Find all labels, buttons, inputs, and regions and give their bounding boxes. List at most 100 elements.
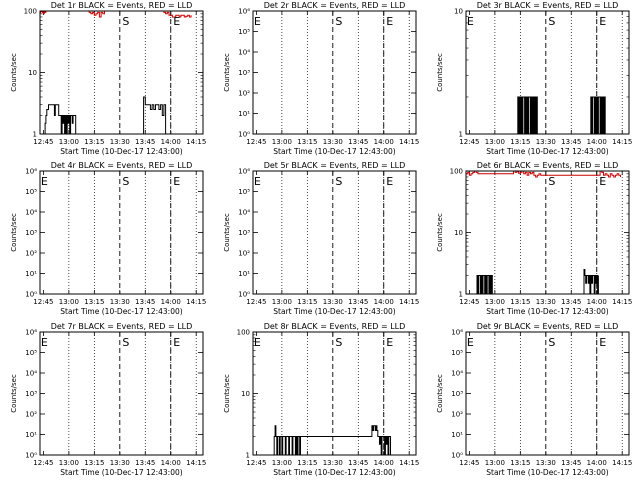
chart-panel-1: Det 1r BLACK = Events, RED = LLD Counts/s… [10, 1, 206, 156]
start-marker-S: S [548, 175, 555, 188]
x-tick-label: 13:00 [485, 298, 505, 306]
lld-series-line [40, 11, 192, 18]
x-tick-label: 14:15 [186, 298, 206, 306]
end-marker-E: E [386, 175, 393, 188]
y-tick-label: 10⁰ [25, 452, 37, 460]
y-tick-label: 10⁶ [238, 8, 250, 16]
y-tick-label: 10¹ [238, 110, 250, 118]
x-tick-label: 13:00 [59, 138, 79, 146]
x-tick-label: 13:15 [84, 298, 104, 306]
y-tick-label: 10⁵ [238, 188, 250, 196]
x-tick-label: 14:15 [612, 298, 632, 306]
y-tick-label: 10⁴ [238, 49, 250, 57]
x-tick-label: 13:30 [110, 138, 130, 146]
chart-panel-6: Det 6r BLACK = Events, RED = LLD Counts/s… [436, 161, 632, 316]
x-tick-label: 13:45 [348, 138, 368, 146]
x-tick-label: 13:15 [510, 459, 530, 467]
x-tick-label: 12:45 [33, 459, 53, 467]
x-axis-label: Start Time (10-Dec-17 12:43:00) [273, 307, 395, 316]
y-tick-label: 10³ [238, 229, 250, 237]
series-group [466, 171, 621, 294]
y-tick-label: 10⁰ [451, 452, 463, 460]
x-tick-label: 13:30 [536, 138, 556, 146]
chart-title: Det 2r BLACK = Events, RED = LLD [264, 1, 406, 10]
series-group [516, 96, 606, 134]
x-tick-label: 14:00 [587, 459, 607, 467]
chart-title: Det 7r BLACK = Events, RED = LLD [51, 322, 193, 331]
x-tick-label: 14:00 [587, 138, 607, 146]
x-tick-label: 14:15 [186, 138, 206, 146]
x-tick-label: 13:00 [59, 298, 79, 306]
chart-panel-7: Det 7r BLACK = Events, RED = LLD Counts/s… [10, 322, 206, 477]
x-axis-label: Start Time (10-Dec-17 12:43:00) [60, 307, 182, 316]
x-tick-label: 13:00 [272, 298, 292, 306]
x-tick-label: 14:15 [399, 459, 419, 467]
chart-title: Det 9r BLACK = Events, RED = LLD [477, 322, 619, 331]
lld-series-line [466, 171, 621, 178]
y-tick-label: 10⁶ [25, 168, 37, 176]
x-axis-label: Start Time (10-Dec-17 12:43:00) [60, 468, 182, 477]
y-axis-label: Counts/sec [223, 213, 231, 252]
y-tick-label: 10⁰ [238, 291, 250, 299]
y-tick-label: 1 [33, 131, 37, 139]
y-tick-label: 10³ [451, 390, 463, 398]
x-tick-label: 13:45 [561, 459, 581, 467]
x-axis-label: Start Time (10-Dec-17 12:43:00) [486, 468, 608, 477]
x-axis-label: Start Time (10-Dec-17 12:43:00) [486, 307, 608, 316]
y-tick-label: 10⁴ [238, 209, 250, 217]
end-marker-E: E [386, 336, 393, 349]
end-marker-E: E [599, 336, 606, 349]
y-axis-label: Counts/sec [10, 53, 18, 92]
y-tick-label: 100 [450, 168, 463, 176]
y-axis-label: Counts/sec [436, 213, 444, 252]
x-tick-label: 13:45 [348, 459, 368, 467]
y-tick-label: 10⁴ [25, 209, 37, 217]
y-tick-label: 10⁶ [238, 168, 250, 176]
x-tick-label: 13:30 [323, 298, 343, 306]
chart-panel-5: Det 5r BLACK = Events, RED = LLD Counts/s… [223, 161, 419, 316]
x-tick-label: 14:00 [374, 138, 394, 146]
x-tick-label: 13:15 [510, 138, 530, 146]
chart-title: Det 4r BLACK = Events, RED = LLD [51, 161, 193, 170]
start-marker-S: S [335, 15, 342, 28]
x-tick-label: 13:45 [561, 298, 581, 306]
y-axis-label: Counts/sec [436, 374, 444, 413]
start-marker-S: S [122, 336, 129, 349]
y-tick-label: 10⁵ [25, 188, 37, 196]
end-marker-E: E [254, 175, 261, 188]
end-marker-E: E [599, 15, 606, 28]
x-tick-label: 13:15 [297, 298, 317, 306]
plot-frame [252, 170, 417, 295]
y-tick-label: 1 [459, 291, 463, 299]
chart-panel-8: Det 8r BLACK = Events, RED = LLD Counts/s… [223, 322, 419, 477]
plot-frame [252, 331, 417, 456]
x-tick-label: 14:15 [186, 459, 206, 467]
start-marker-S: S [548, 336, 555, 349]
chart-panel-9: Det 9r BLACK = Events, RED = LLD Counts/s… [436, 322, 632, 477]
end-marker-E: E [599, 175, 606, 188]
end-marker-E: E [41, 175, 48, 188]
x-tick-label: 13:45 [135, 459, 155, 467]
x-tick-label: 13:00 [272, 459, 292, 467]
plot-frame [465, 170, 630, 295]
x-tick-label: 13:00 [59, 459, 79, 467]
y-tick-label: 10⁴ [25, 370, 37, 378]
x-tick-label: 12:45 [246, 298, 266, 306]
y-tick-label: 10³ [238, 69, 250, 77]
x-tick-label: 13:30 [323, 459, 343, 467]
y-tick-label: 10² [451, 411, 463, 419]
y-tick-label: 10⁰ [238, 131, 250, 139]
y-tick-label: 10⁰ [25, 291, 37, 299]
x-tick-label: 13:15 [297, 138, 317, 146]
plot-frame [465, 10, 630, 135]
series-group [40, 11, 192, 134]
chart-title: Det 3r BLACK = Events, RED = LLD [477, 1, 619, 10]
start-marker-S: S [335, 175, 342, 188]
chart-panel-2: Det 2r BLACK = Events, RED = LLD Counts/s… [223, 1, 419, 156]
x-tick-label: 13:30 [323, 138, 343, 146]
plot-frame [465, 331, 630, 456]
plot-frame [39, 170, 204, 295]
events-series-line [476, 269, 599, 294]
chart-panel-4: Det 4r BLACK = Events, RED = LLD Counts/s… [10, 161, 206, 316]
